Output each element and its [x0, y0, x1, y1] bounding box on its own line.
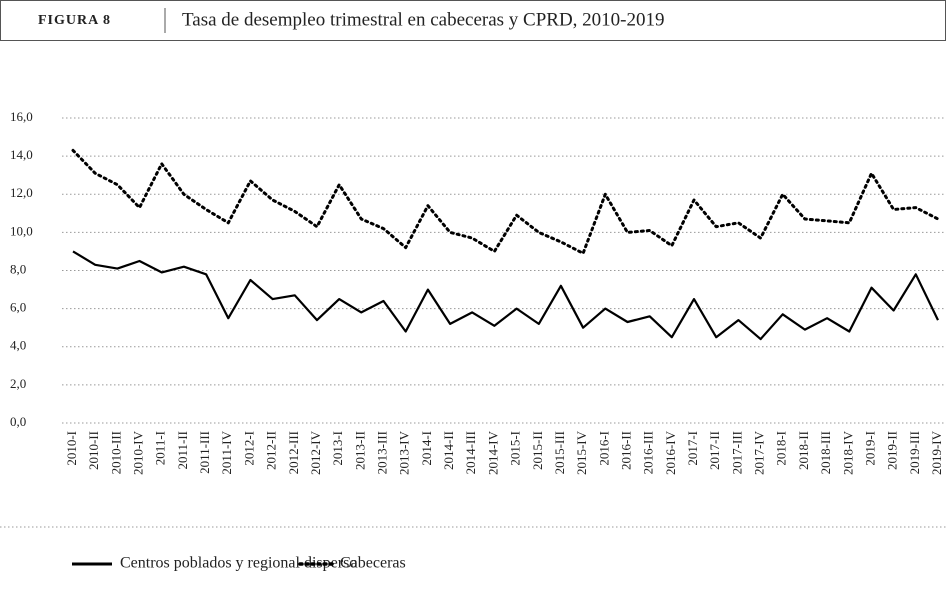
x-tick-label: 2010-II	[86, 431, 101, 470]
x-tick-label: 2017-IV	[752, 430, 767, 475]
legend-label: Cabeceras	[340, 555, 406, 572]
y-tick-label: 14,0	[10, 147, 33, 162]
x-tick-label: 2012-IV	[308, 430, 323, 475]
y-tick-label: 2,0	[10, 376, 26, 391]
x-tick-label: 2014-II	[441, 431, 456, 470]
x-tick-label: 2015-I	[508, 431, 523, 466]
x-tick-label: 2017-II	[707, 431, 722, 470]
x-tick-label: 2012-II	[264, 431, 279, 470]
x-tick-label: 2015-III	[552, 431, 567, 474]
x-tick-label: 2018-I	[774, 431, 789, 466]
x-tick-label: 2011-III	[197, 431, 212, 474]
x-tick-label: 2015-IV	[574, 430, 589, 475]
x-tick-label: 2019-I	[862, 431, 877, 466]
series-line	[72, 250, 939, 341]
y-tick-label: 8,0	[10, 261, 26, 276]
x-tick-label: 2011-II	[175, 431, 190, 470]
x-tick-label: 2014-III	[463, 431, 478, 474]
x-tick-label: 2017-I	[685, 431, 700, 466]
x-tick-label: 2014-I	[419, 431, 434, 466]
x-tick-label: 2011-I	[153, 431, 168, 465]
x-tick-label: 2010-IV	[131, 430, 146, 475]
x-tick-label: 2019-II	[885, 431, 900, 470]
y-tick-label: 16,0	[10, 109, 33, 124]
x-tick-label: 2016-III	[641, 431, 656, 474]
y-tick-label: 0,0	[10, 414, 26, 429]
x-tick-label: 2011-IV	[219, 430, 234, 474]
x-tick-label: 2018-IV	[840, 430, 855, 475]
y-tick-label: 12,0	[10, 185, 33, 200]
series-line	[71, 148, 940, 255]
x-tick-label: 2010-III	[108, 431, 123, 474]
y-tick-label: 10,0	[10, 223, 33, 238]
x-tick-label: 2012-I	[241, 431, 256, 466]
x-tick-label: 2016-I	[596, 431, 611, 466]
legend-label: Centros poblados y regional disperso	[120, 555, 357, 572]
x-tick-label: 2018-II	[796, 431, 811, 470]
x-tick-label: 2013-I	[330, 431, 345, 466]
x-tick-label: 2018-III	[818, 431, 833, 474]
figure-label: FIGURA 8	[38, 13, 111, 28]
x-tick-label: 2013-III	[374, 431, 389, 474]
x-tick-label: 2016-II	[618, 431, 633, 470]
y-tick-label: 6,0	[10, 300, 26, 315]
y-tick-label: 4,0	[10, 338, 26, 353]
x-tick-label: 2010-I	[64, 431, 79, 466]
x-tick-label: 2015-II	[530, 431, 545, 470]
x-tick-label: 2017-III	[729, 431, 744, 474]
x-tick-label: 2019-III	[907, 431, 922, 474]
x-tick-label: 2012-III	[286, 431, 301, 474]
x-tick-label: 2013-IV	[397, 430, 412, 475]
x-tick-label: 2016-IV	[663, 430, 678, 475]
x-tick-label: 2013-II	[352, 431, 367, 470]
chart-title: Tasa de desempleo trimestral en cabecera…	[182, 9, 665, 30]
x-tick-label: 2014-IV	[485, 430, 500, 475]
x-tick-label: 2019-IV	[929, 430, 944, 475]
